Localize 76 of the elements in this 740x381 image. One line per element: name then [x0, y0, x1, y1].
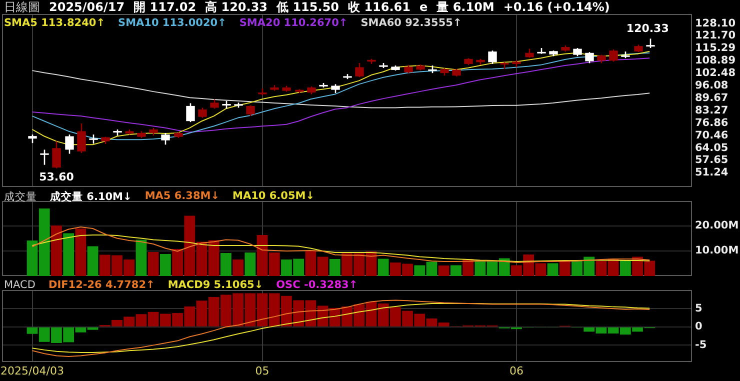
text: SMA5 113.8240↑ — [4, 17, 106, 29]
text: SMA20 110.2670↑ — [239, 17, 348, 29]
text: SMA10 113.0020↑ — [118, 17, 226, 29]
candlestick — [52, 140, 61, 169]
text: e — [420, 0, 428, 14]
bar — [63, 233, 74, 276]
candlestick — [186, 102, 195, 123]
y-tick-label: 5 — [695, 302, 702, 314]
y-tick-label: 102.48 — [695, 67, 736, 80]
text: 收 116.61 — [348, 0, 410, 16]
candlestick — [488, 50, 497, 65]
text: 開 117.02 — [134, 0, 196, 16]
text: 低 115.50 — [276, 0, 340, 16]
bar — [438, 266, 450, 276]
candlestick — [65, 134, 74, 154]
x-tick-label: 06 — [509, 364, 524, 378]
candlestick — [355, 62, 364, 78]
chart-title: 成交量 — [4, 190, 37, 204]
text: MA5 6.38M↓ — [144, 190, 220, 204]
bar — [232, 260, 244, 276]
y-tick-label: 96.08 — [695, 80, 728, 92]
candlestick — [40, 149, 49, 166]
bar — [136, 240, 147, 276]
y-tick-label: 0 — [695, 320, 702, 333]
y-tick-label: 51.24 — [695, 166, 728, 179]
y-tick-label: 89.67 — [695, 92, 728, 104]
candlestick — [585, 51, 594, 64]
text: 高 120.33 — [205, 0, 268, 16]
annotation: 120.33 — [626, 22, 669, 35]
bar — [244, 252, 256, 276]
y-tick-label: 10.00M — [695, 244, 739, 257]
series-label: OSC -0.3283↑ — [276, 279, 358, 291]
candlestick — [246, 104, 255, 117]
bar — [87, 246, 98, 276]
text: MA10 6.05M↓ — [232, 190, 315, 204]
x-tick-label: 05 — [255, 364, 270, 378]
candlestick — [77, 122, 86, 154]
text: MACD9 5.1065↓ — [168, 279, 264, 291]
y-tick-label: 115.29 — [695, 42, 736, 54]
bar — [378, 258, 389, 276]
candlestick — [609, 48, 618, 62]
annotation: 53.60 — [39, 170, 74, 184]
y-tick-label: 76.86 — [695, 116, 728, 129]
bar — [547, 263, 558, 276]
text: DIF12-26 4.7782↑ — [48, 279, 155, 291]
candlestick — [161, 132, 170, 146]
y-tick-label: 70.46 — [695, 129, 728, 142]
y-tick-label: 121.70 — [695, 30, 736, 42]
bar — [51, 226, 62, 276]
bar — [220, 253, 232, 276]
candlestick — [646, 38, 655, 49]
y-tick-label: 64.05 — [695, 142, 728, 154]
bar — [75, 228, 86, 276]
y-tick-label: 57.65 — [695, 154, 728, 166]
bar — [329, 259, 340, 276]
bar — [160, 254, 171, 276]
candlestick — [210, 98, 219, 110]
bar — [148, 252, 159, 276]
bar — [620, 260, 631, 276]
text: 量 6.10M — [436, 0, 494, 16]
candlestick — [89, 134, 98, 144]
y-tick-label: 83.27 — [695, 104, 728, 116]
y-tick-label: 108.89 — [695, 54, 736, 67]
chart-title: 日線圖 — [4, 0, 40, 16]
text: 2025/06/17 — [49, 0, 125, 14]
chart-title: MACD — [4, 279, 36, 291]
candlestick — [198, 107, 207, 118]
series-label: 成交量 6.10M↓ — [50, 190, 132, 204]
y-tick-label: -5 — [695, 338, 707, 351]
text: SMA60 92.3555↑ — [360, 17, 462, 29]
bar — [450, 265, 462, 276]
bar — [559, 262, 570, 276]
y-tick-label: 128.10 — [695, 17, 736, 30]
x-tick-label: 2025/04/03 — [0, 364, 64, 378]
y-tick-label: 20.00M — [695, 220, 739, 232]
text: +0.16 (+0.14%) — [503, 0, 610, 14]
